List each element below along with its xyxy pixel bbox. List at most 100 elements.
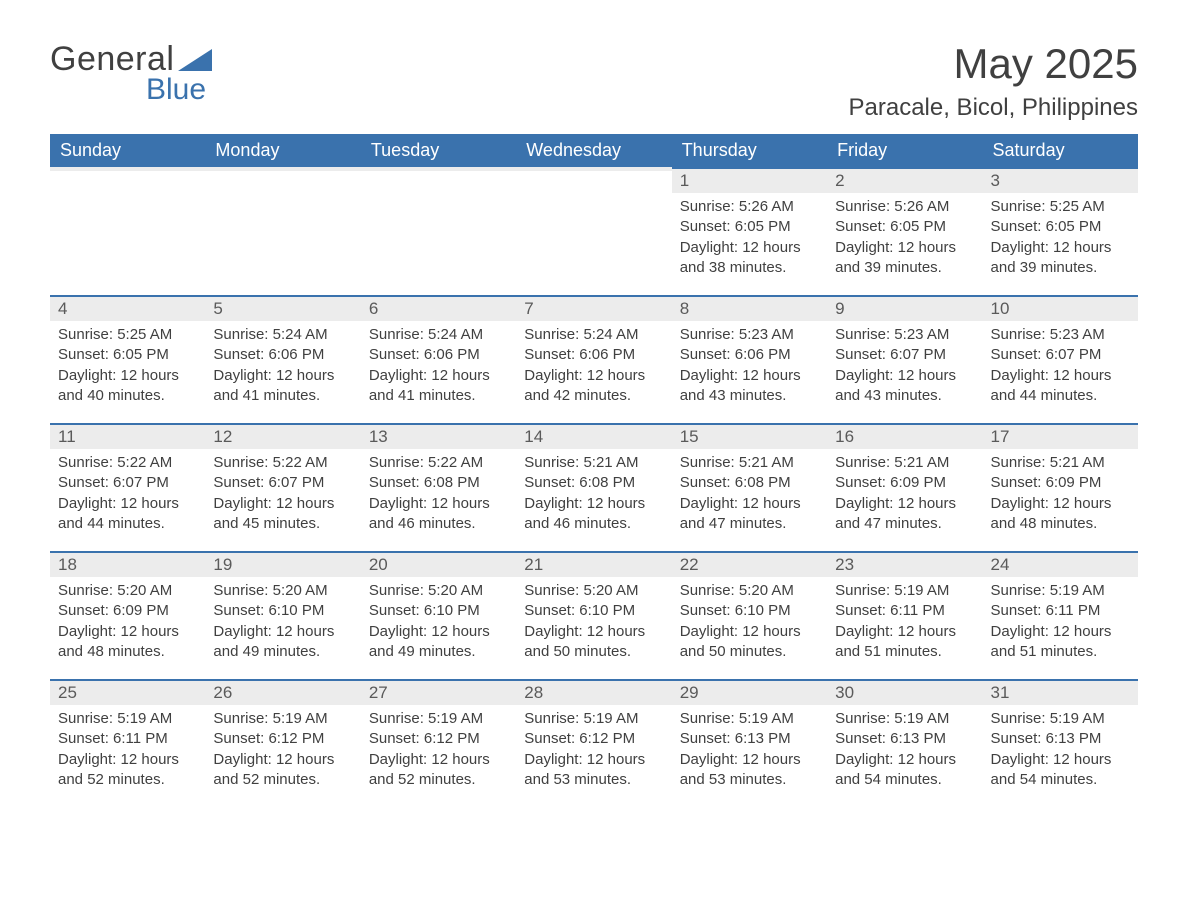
day-cell: 30Sunrise: 5:19 AMSunset: 6:13 PMDayligh… bbox=[827, 679, 982, 807]
title-block: May 2025 Paracale, Bicol, Philippines bbox=[849, 40, 1139, 122]
day-details: Sunrise: 5:21 AMSunset: 6:09 PMDaylight:… bbox=[827, 449, 982, 538]
day-cell: 24Sunrise: 5:19 AMSunset: 6:11 PMDayligh… bbox=[983, 551, 1138, 679]
day-number: 9 bbox=[827, 295, 982, 321]
day-cell: 17Sunrise: 5:21 AMSunset: 6:09 PMDayligh… bbox=[983, 423, 1138, 551]
day-number: 16 bbox=[827, 423, 982, 449]
day-number: 23 bbox=[827, 551, 982, 577]
day-number: 15 bbox=[672, 423, 827, 449]
weekday-saturday: Saturday bbox=[983, 134, 1138, 167]
day-cell: 22Sunrise: 5:20 AMSunset: 6:10 PMDayligh… bbox=[672, 551, 827, 679]
day-number: 4 bbox=[50, 295, 205, 321]
day-number: 18 bbox=[50, 551, 205, 577]
day-details: Sunrise: 5:19 AMSunset: 6:12 PMDaylight:… bbox=[516, 705, 671, 794]
day-number: 11 bbox=[50, 423, 205, 449]
day-cell: 31Sunrise: 5:19 AMSunset: 6:13 PMDayligh… bbox=[983, 679, 1138, 807]
weekday-friday: Friday bbox=[827, 134, 982, 167]
day-details: Sunrise: 5:23 AMSunset: 6:07 PMDaylight:… bbox=[983, 321, 1138, 410]
day-number: 24 bbox=[983, 551, 1138, 577]
day-cell: 10Sunrise: 5:23 AMSunset: 6:07 PMDayligh… bbox=[983, 295, 1138, 423]
day-cell: 12Sunrise: 5:22 AMSunset: 6:07 PMDayligh… bbox=[205, 423, 360, 551]
day-cell: 18Sunrise: 5:20 AMSunset: 6:09 PMDayligh… bbox=[50, 551, 205, 679]
week-row: 4Sunrise: 5:25 AMSunset: 6:05 PMDaylight… bbox=[50, 295, 1138, 423]
day-number: 20 bbox=[361, 551, 516, 577]
day-cell: 2Sunrise: 5:26 AMSunset: 6:05 PMDaylight… bbox=[827, 167, 982, 295]
day-details: Sunrise: 5:21 AMSunset: 6:09 PMDaylight:… bbox=[983, 449, 1138, 538]
day-number: 13 bbox=[361, 423, 516, 449]
logo-text-blue: Blue bbox=[50, 73, 212, 107]
day-number: 29 bbox=[672, 679, 827, 705]
day-details: Sunrise: 5:21 AMSunset: 6:08 PMDaylight:… bbox=[516, 449, 671, 538]
day-cell: 3Sunrise: 5:25 AMSunset: 6:05 PMDaylight… bbox=[983, 167, 1138, 295]
day-cell bbox=[516, 167, 671, 295]
day-cell bbox=[361, 167, 516, 295]
day-details: Sunrise: 5:25 AMSunset: 6:05 PMDaylight:… bbox=[50, 321, 205, 410]
day-number bbox=[50, 167, 205, 171]
day-details: Sunrise: 5:21 AMSunset: 6:08 PMDaylight:… bbox=[672, 449, 827, 538]
day-number: 27 bbox=[361, 679, 516, 705]
day-number: 5 bbox=[205, 295, 360, 321]
week-row: 18Sunrise: 5:20 AMSunset: 6:09 PMDayligh… bbox=[50, 551, 1138, 679]
day-cell: 21Sunrise: 5:20 AMSunset: 6:10 PMDayligh… bbox=[516, 551, 671, 679]
day-number: 6 bbox=[361, 295, 516, 321]
day-number bbox=[205, 167, 360, 171]
header: General Blue May 2025 Paracale, Bicol, P… bbox=[50, 40, 1138, 122]
day-details: Sunrise: 5:20 AMSunset: 6:10 PMDaylight:… bbox=[672, 577, 827, 666]
day-details: Sunrise: 5:19 AMSunset: 6:12 PMDaylight:… bbox=[205, 705, 360, 794]
week-row: 11Sunrise: 5:22 AMSunset: 6:07 PMDayligh… bbox=[50, 423, 1138, 551]
day-cell: 23Sunrise: 5:19 AMSunset: 6:11 PMDayligh… bbox=[827, 551, 982, 679]
month-title: May 2025 bbox=[849, 40, 1139, 88]
day-number: 2 bbox=[827, 167, 982, 193]
day-details: Sunrise: 5:22 AMSunset: 6:07 PMDaylight:… bbox=[50, 449, 205, 538]
day-cell: 28Sunrise: 5:19 AMSunset: 6:12 PMDayligh… bbox=[516, 679, 671, 807]
day-details: Sunrise: 5:20 AMSunset: 6:09 PMDaylight:… bbox=[50, 577, 205, 666]
day-number: 14 bbox=[516, 423, 671, 449]
day-details: Sunrise: 5:19 AMSunset: 6:13 PMDaylight:… bbox=[827, 705, 982, 794]
day-number: 25 bbox=[50, 679, 205, 705]
day-details: Sunrise: 5:19 AMSunset: 6:11 PMDaylight:… bbox=[983, 577, 1138, 666]
day-details: Sunrise: 5:24 AMSunset: 6:06 PMDaylight:… bbox=[361, 321, 516, 410]
day-number: 1 bbox=[672, 167, 827, 193]
day-number: 17 bbox=[983, 423, 1138, 449]
calendar-table: SundayMondayTuesdayWednesdayThursdayFrid… bbox=[50, 134, 1138, 807]
day-number: 22 bbox=[672, 551, 827, 577]
day-cell: 11Sunrise: 5:22 AMSunset: 6:07 PMDayligh… bbox=[50, 423, 205, 551]
day-cell: 25Sunrise: 5:19 AMSunset: 6:11 PMDayligh… bbox=[50, 679, 205, 807]
day-cell: 4Sunrise: 5:25 AMSunset: 6:05 PMDaylight… bbox=[50, 295, 205, 423]
day-cell bbox=[50, 167, 205, 295]
day-number: 12 bbox=[205, 423, 360, 449]
day-details: Sunrise: 5:19 AMSunset: 6:13 PMDaylight:… bbox=[983, 705, 1138, 794]
week-row: 25Sunrise: 5:19 AMSunset: 6:11 PMDayligh… bbox=[50, 679, 1138, 807]
day-cell: 7Sunrise: 5:24 AMSunset: 6:06 PMDaylight… bbox=[516, 295, 671, 423]
day-cell: 15Sunrise: 5:21 AMSunset: 6:08 PMDayligh… bbox=[672, 423, 827, 551]
day-number: 19 bbox=[205, 551, 360, 577]
day-cell: 13Sunrise: 5:22 AMSunset: 6:08 PMDayligh… bbox=[361, 423, 516, 551]
day-number: 10 bbox=[983, 295, 1138, 321]
day-number: 28 bbox=[516, 679, 671, 705]
day-cell: 6Sunrise: 5:24 AMSunset: 6:06 PMDaylight… bbox=[361, 295, 516, 423]
day-number: 8 bbox=[672, 295, 827, 321]
day-number: 30 bbox=[827, 679, 982, 705]
weekday-thursday: Thursday bbox=[672, 134, 827, 167]
day-cell: 27Sunrise: 5:19 AMSunset: 6:12 PMDayligh… bbox=[361, 679, 516, 807]
day-cell: 1Sunrise: 5:26 AMSunset: 6:05 PMDaylight… bbox=[672, 167, 827, 295]
week-row: 1Sunrise: 5:26 AMSunset: 6:05 PMDaylight… bbox=[50, 167, 1138, 295]
day-details: Sunrise: 5:19 AMSunset: 6:13 PMDaylight:… bbox=[672, 705, 827, 794]
logo: General Blue bbox=[50, 40, 212, 107]
day-cell: 16Sunrise: 5:21 AMSunset: 6:09 PMDayligh… bbox=[827, 423, 982, 551]
day-details: Sunrise: 5:20 AMSunset: 6:10 PMDaylight:… bbox=[205, 577, 360, 666]
day-cell: 14Sunrise: 5:21 AMSunset: 6:08 PMDayligh… bbox=[516, 423, 671, 551]
day-details: Sunrise: 5:22 AMSunset: 6:08 PMDaylight:… bbox=[361, 449, 516, 538]
day-cell: 26Sunrise: 5:19 AMSunset: 6:12 PMDayligh… bbox=[205, 679, 360, 807]
weekday-tuesday: Tuesday bbox=[361, 134, 516, 167]
day-details: Sunrise: 5:19 AMSunset: 6:12 PMDaylight:… bbox=[361, 705, 516, 794]
weekday-monday: Monday bbox=[205, 134, 360, 167]
weekday-sunday: Sunday bbox=[50, 134, 205, 167]
calendar-body: 1Sunrise: 5:26 AMSunset: 6:05 PMDaylight… bbox=[50, 167, 1138, 807]
day-details: Sunrise: 5:19 AMSunset: 6:11 PMDaylight:… bbox=[827, 577, 982, 666]
day-details: Sunrise: 5:19 AMSunset: 6:11 PMDaylight:… bbox=[50, 705, 205, 794]
weekday-wednesday: Wednesday bbox=[516, 134, 671, 167]
day-cell: 20Sunrise: 5:20 AMSunset: 6:10 PMDayligh… bbox=[361, 551, 516, 679]
day-number: 7 bbox=[516, 295, 671, 321]
day-cell: 29Sunrise: 5:19 AMSunset: 6:13 PMDayligh… bbox=[672, 679, 827, 807]
day-details: Sunrise: 5:22 AMSunset: 6:07 PMDaylight:… bbox=[205, 449, 360, 538]
